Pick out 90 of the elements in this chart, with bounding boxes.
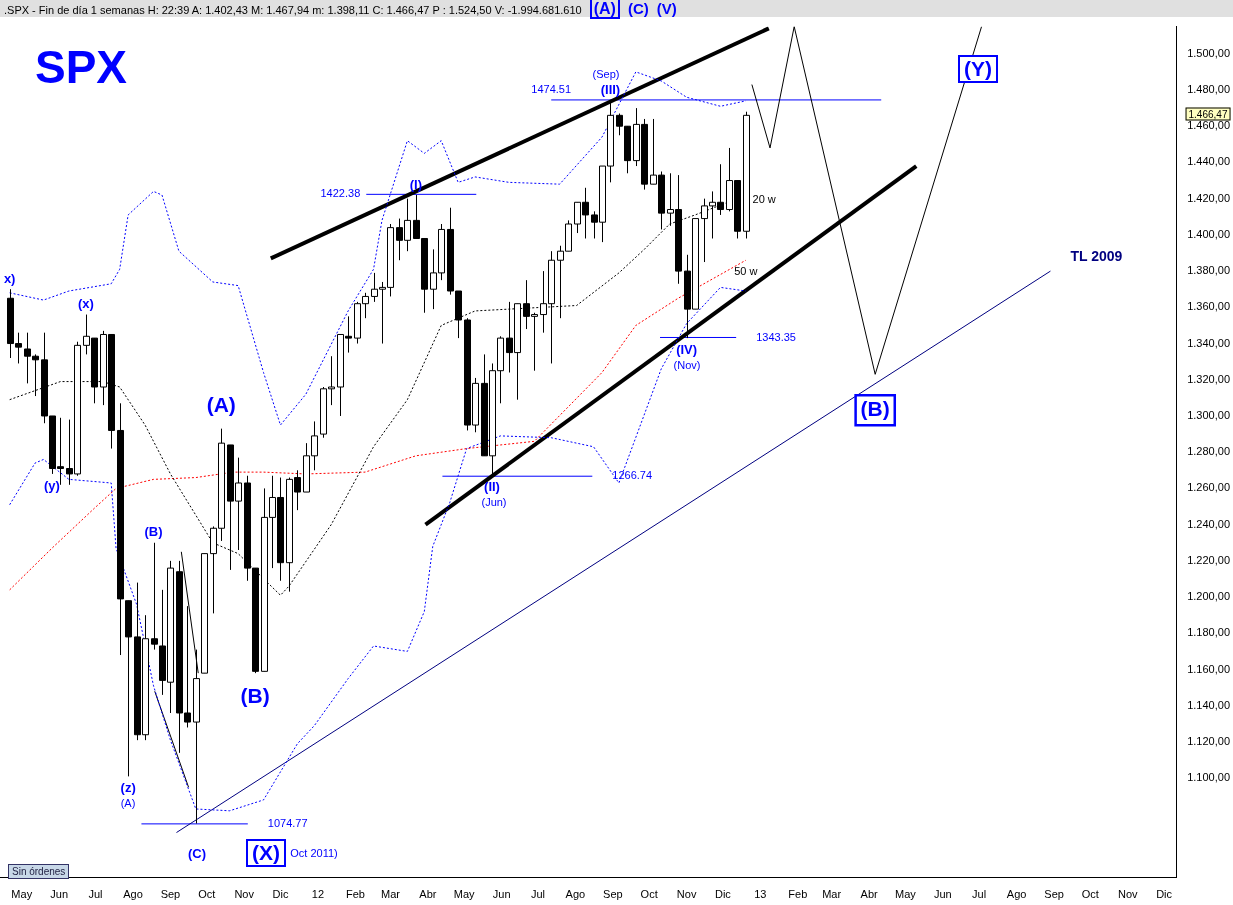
- y-tick-label: 1.140,00: [1187, 698, 1231, 711]
- y-tick-label: 1.180,00: [1187, 626, 1231, 639]
- annotation: Oct 2011): [290, 847, 338, 859]
- line-series: [9, 286, 747, 812]
- y-tick-label: 1.360,00: [1187, 300, 1231, 313]
- annotation: (I): [409, 176, 422, 192]
- y-tick-label: 1.400,00: [1187, 227, 1231, 240]
- annotation: x): [3, 270, 16, 286]
- x-tick-label: Oct: [198, 888, 216, 901]
- x-tick-label: Ago: [123, 888, 143, 901]
- x-tick-label: Jul: [530, 888, 545, 901]
- x-tick-label: May: [895, 888, 917, 901]
- x-tick-label: Jul: [972, 888, 987, 901]
- x-tick-label: Oct: [640, 888, 658, 901]
- y-tick-label: 1.120,00: [1187, 735, 1231, 747]
- y-tick-label: 1.240,00: [1187, 517, 1231, 530]
- annotation: (y): [44, 477, 60, 493]
- x-tick-label: Mar: [822, 888, 842, 901]
- y-tick-label: 1.160,00: [1187, 662, 1231, 675]
- x-tick-label: 13: [754, 888, 767, 901]
- x-tick-label: Ago: [565, 888, 586, 901]
- x-tick-label: Feb: [345, 888, 365, 901]
- x-tick-label: Dic: [1156, 888, 1173, 901]
- annotation: 20 w: [752, 193, 776, 206]
- annotation: (B): [860, 397, 890, 421]
- y-tick-label: 1.220,00: [1187, 553, 1231, 566]
- y-tick-label: 1.100,00: [1187, 771, 1231, 784]
- y-tick-label: 1.280,00: [1187, 445, 1231, 458]
- x-tick-label: Ago: [1006, 888, 1027, 901]
- annotation: (IV): [676, 341, 698, 357]
- text: (A): [589, 0, 620, 19]
- x-tick-label: Dic: [272, 888, 289, 901]
- annotation: (B): [240, 683, 270, 707]
- x-tick-label: Nov: [1118, 888, 1139, 901]
- annotation: 50 w: [734, 265, 758, 278]
- y-tick-label: 1.440,00: [1187, 155, 1231, 168]
- annotation: 1074.77: [267, 816, 308, 829]
- annotation: (B): [144, 524, 163, 540]
- annotation: (Nov): [673, 359, 701, 371]
- x-tick-label: Feb: [788, 888, 808, 901]
- x-tick-label: Sep: [160, 888, 181, 901]
- y-tick-label: 1.320,00: [1187, 372, 1231, 385]
- annotation: Sin órdenes: [8, 864, 70, 879]
- x-tick-label: Nov: [234, 888, 255, 901]
- text: (V): [656, 0, 677, 17]
- annotation: (C): [187, 845, 207, 861]
- annotation: (A): [206, 393, 236, 417]
- x-tick-label: 12: [311, 888, 325, 901]
- x-tick-label: Sep: [1044, 888, 1064, 901]
- x-tick-label: Mar: [380, 888, 401, 901]
- x-tick-label: May: [453, 888, 476, 901]
- annotation: (II): [484, 479, 500, 495]
- x-tick-label: Abr: [860, 888, 879, 901]
- y-tick-label: 1.340,00: [1187, 336, 1231, 349]
- x-tick-label: May: [11, 888, 33, 901]
- y-tick-label: 1.500,00: [1187, 46, 1231, 59]
- annotation: (Y): [958, 55, 998, 83]
- y-tick-label: 1.420,00: [1187, 191, 1231, 204]
- annotation: (z): [120, 779, 136, 795]
- annotation: (Sep): [592, 68, 620, 80]
- y-tick-label: 1.200,00: [1187, 590, 1231, 603]
- chart-title: SPX: [35, 40, 128, 94]
- x-tick-label: Sep: [603, 888, 623, 901]
- x-tick-label: Dic: [714, 888, 732, 901]
- annotation: (x): [77, 296, 94, 312]
- annotation: 1422.38: [320, 187, 361, 200]
- x-tick-label: Jun: [492, 888, 511, 901]
- chart-subtitle: .SPX - Fin de día 1 semanas H: 22:39 A: 1.402,43 M: 1.467,94 m: 1.398,11 C: 1.466,47 P : 1.524,50 V: -1.994.681.610: [3, 4, 582, 16]
- annotation: 1266.74: [612, 469, 653, 482]
- annotation: (Jun): [481, 496, 507, 508]
- x-tick-label: Jul: [88, 888, 103, 901]
- y-tick-label: 1.260,00: [1187, 481, 1231, 494]
- x-tick-label: Oct: [1081, 888, 1099, 901]
- annotation: TL 2009: [1070, 247, 1123, 264]
- x-tick-label: Nov: [676, 888, 697, 901]
- y-tick-label: 1.460,00: [1187, 119, 1231, 132]
- annotation: (A): [120, 797, 136, 809]
- text: (C): [627, 0, 649, 17]
- y-tick-label: 1.380,00: [1187, 264, 1231, 277]
- annotation: 1474.51: [531, 82, 572, 95]
- annotation: (III): [600, 82, 621, 98]
- x-tick-label: Jun: [50, 888, 69, 901]
- y-tick-label: 1.300,00: [1187, 409, 1231, 422]
- y-tick-label: 1.480,00: [1187, 83, 1231, 96]
- annotation: 1343.35: [756, 330, 796, 343]
- annotation: (X): [246, 839, 286, 867]
- x-tick-label: Abr: [419, 888, 437, 901]
- candlestick: [151, 542, 158, 651]
- x-tick-label: Jun: [934, 888, 952, 901]
- text: 1.466,47: [1185, 107, 1231, 121]
